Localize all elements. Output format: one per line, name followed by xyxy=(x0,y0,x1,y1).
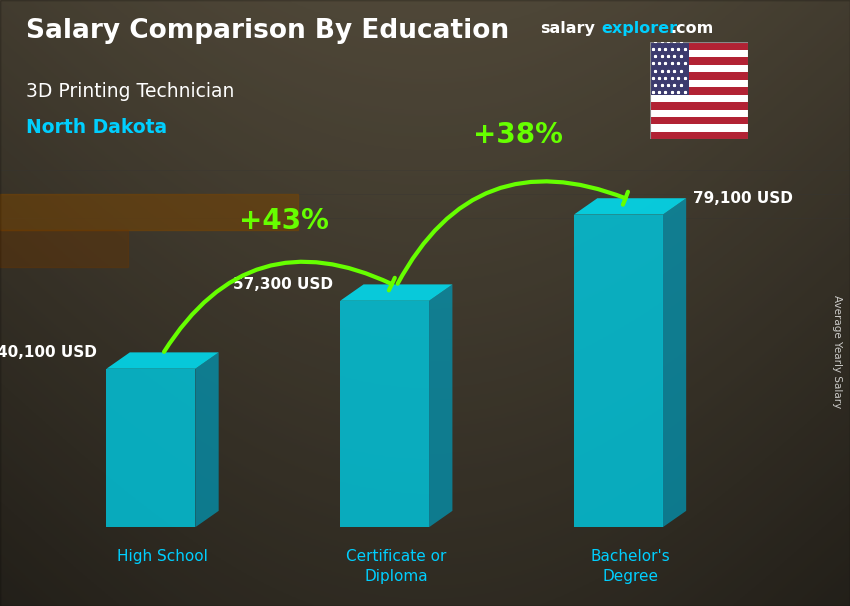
Polygon shape xyxy=(196,352,218,527)
Text: 79,100 USD: 79,100 USD xyxy=(693,190,793,205)
Text: High School: High School xyxy=(117,549,208,564)
Text: 3D Printing Technician: 3D Printing Technician xyxy=(26,82,234,101)
Bar xyxy=(650,72,748,80)
Polygon shape xyxy=(429,284,452,527)
Text: Average Yearly Salary: Average Yearly Salary xyxy=(832,295,842,408)
Bar xyxy=(650,110,748,117)
Bar xyxy=(650,87,748,95)
Text: 57,300 USD: 57,300 USD xyxy=(233,277,333,291)
Text: Certificate or
Diploma: Certificate or Diploma xyxy=(346,549,446,584)
Text: Bachelor's
Degree: Bachelor's Degree xyxy=(590,549,670,584)
Bar xyxy=(0,194,298,230)
Bar xyxy=(340,301,429,527)
Text: +43%: +43% xyxy=(239,207,329,235)
Bar xyxy=(650,42,748,50)
Bar xyxy=(650,42,689,95)
Bar xyxy=(650,102,748,110)
Polygon shape xyxy=(340,284,452,301)
Bar xyxy=(0,230,128,267)
Text: salary: salary xyxy=(540,21,595,36)
Bar xyxy=(650,80,748,87)
Polygon shape xyxy=(663,198,686,527)
Bar xyxy=(650,95,748,102)
Bar xyxy=(650,50,748,58)
Text: 40,100 USD: 40,100 USD xyxy=(0,345,97,359)
Bar xyxy=(574,215,663,527)
Bar xyxy=(650,65,748,72)
Polygon shape xyxy=(574,198,686,215)
Bar xyxy=(650,132,748,139)
Text: Salary Comparison By Education: Salary Comparison By Education xyxy=(26,18,508,44)
Polygon shape xyxy=(106,352,218,368)
Bar xyxy=(650,124,748,132)
Bar xyxy=(650,117,748,124)
Text: North Dakota: North Dakota xyxy=(26,118,167,137)
Text: +38%: +38% xyxy=(473,121,563,148)
Text: .com: .com xyxy=(671,21,714,36)
Bar xyxy=(106,368,196,527)
Text: explorer: explorer xyxy=(601,21,677,36)
Bar xyxy=(650,58,748,65)
